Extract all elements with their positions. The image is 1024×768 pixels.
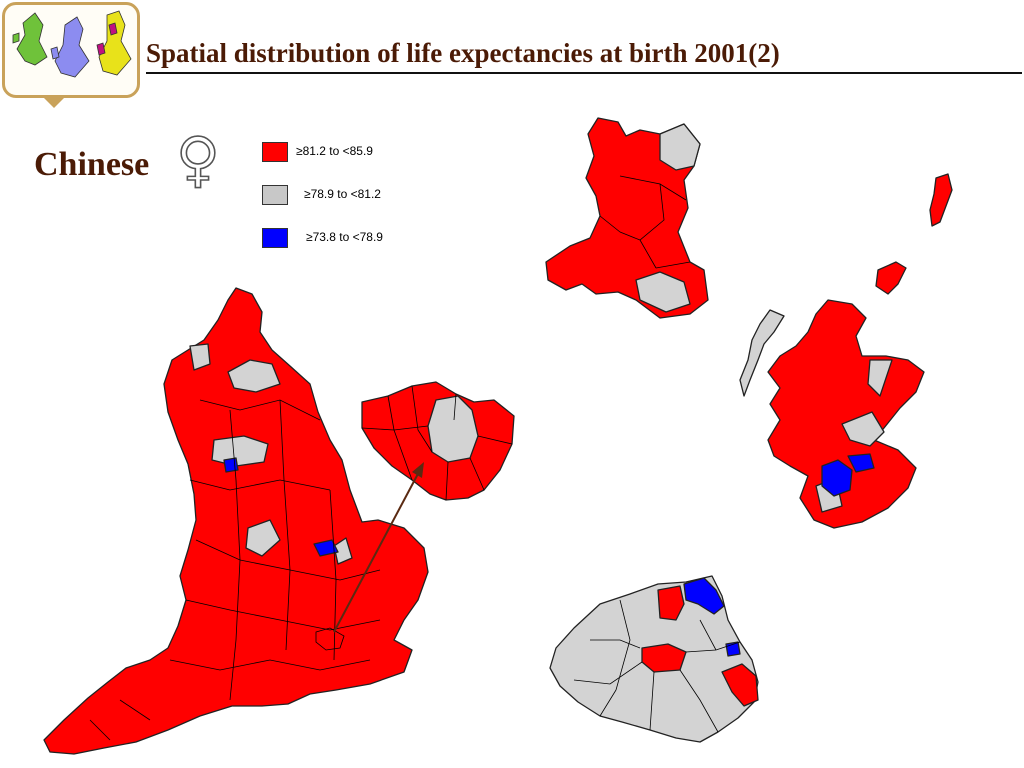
region-scotland: [767, 299, 925, 529]
scotland-grey-central: [841, 411, 885, 447]
legend-label-middle: ≥78.9 to <81.2: [304, 187, 381, 201]
wales-grey-north-east: [659, 123, 701, 171]
scotland-blue-glasgow: [821, 459, 853, 497]
page-title: Spatial distribution of life expectancie…: [146, 38, 780, 68]
legend-swatch-low: [262, 228, 288, 248]
england-blue-manchester: [223, 457, 239, 473]
northern-ireland-map: [549, 575, 759, 743]
legend-label-low: ≥73.8 to <78.9: [306, 230, 383, 244]
inset-pointer: [333, 462, 424, 633]
logo-frame: [2, 2, 140, 98]
region-shetland: [929, 173, 953, 227]
female-symbol-icon: ♀: [175, 125, 221, 195]
scotland-map: [739, 173, 953, 529]
scotland-grey-east: [867, 359, 893, 397]
england-map: [43, 287, 429, 755]
england-blue-leicester: [313, 539, 339, 557]
legend-swatch-high: [262, 142, 288, 162]
london-inset-map: [361, 381, 515, 501]
england-grey-midlands: [245, 519, 281, 557]
legend-label-high: ≥81.2 to <85.9: [296, 144, 373, 158]
uk-maps-logo: [12, 10, 132, 78]
logo-frame-tail: [42, 96, 66, 108]
region-orkney: [875, 261, 907, 295]
england-grey-north: [227, 359, 281, 393]
ni-red-south-east: [721, 663, 759, 707]
region-western-isles: [739, 309, 785, 397]
england-grey-east: [333, 537, 353, 565]
legend-swatch-middle: [262, 185, 288, 205]
wales-map: [545, 117, 709, 319]
title-underline: [146, 72, 1022, 74]
scotland-blue-edinburgh: [847, 453, 875, 473]
ni-red-north: [657, 585, 685, 621]
region-england: [43, 287, 429, 755]
wales-grey-south: [635, 271, 691, 313]
england-grey-northwest: [189, 343, 211, 371]
england-grey-yorkshire: [211, 435, 269, 467]
ethnic-group-label: Chinese: [34, 146, 150, 183]
ni-blue-north-east: [683, 577, 725, 615]
